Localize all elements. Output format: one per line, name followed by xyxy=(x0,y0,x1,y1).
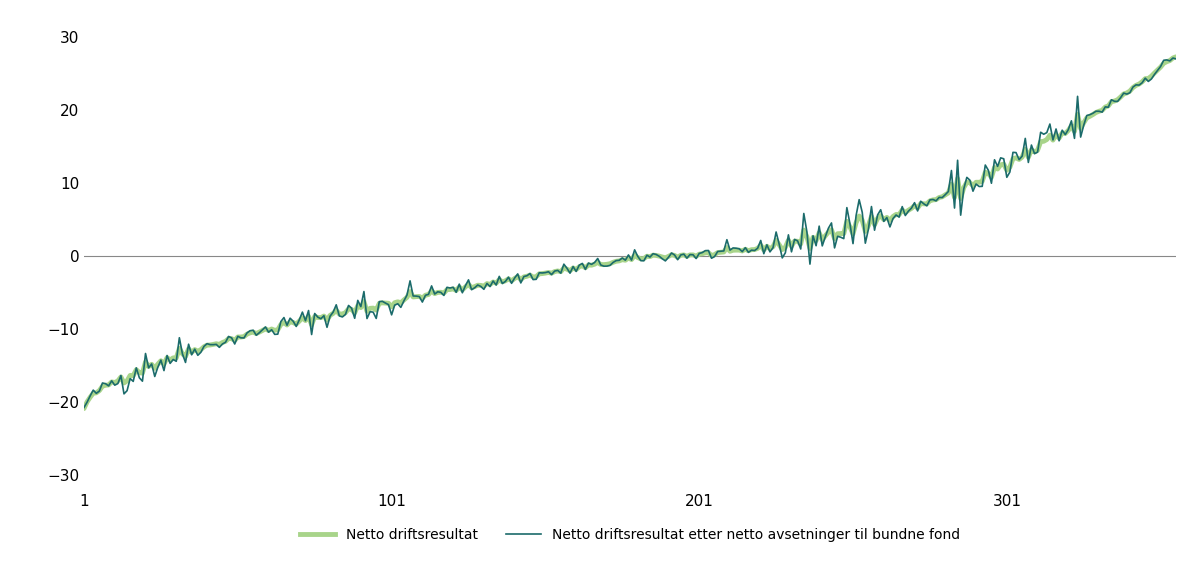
Legend: Netto driftsresultat, Netto driftsresultat etter netto avsetninger til bundne fo: Netto driftsresultat, Netto driftsresult… xyxy=(295,522,965,548)
